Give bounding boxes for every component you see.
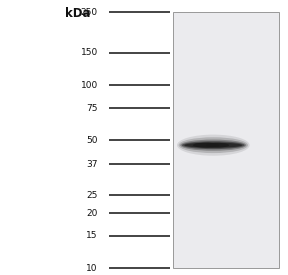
Text: 10: 10 <box>86 264 98 273</box>
Text: 25: 25 <box>87 191 98 200</box>
Ellipse shape <box>180 139 246 151</box>
Text: 75: 75 <box>86 103 98 112</box>
FancyBboxPatch shape <box>173 12 279 268</box>
Text: 15: 15 <box>86 231 98 240</box>
Text: kDa: kDa <box>65 7 90 20</box>
Ellipse shape <box>193 143 219 148</box>
Ellipse shape <box>179 137 248 153</box>
Text: 50: 50 <box>86 136 98 145</box>
Text: 150: 150 <box>81 48 98 57</box>
Ellipse shape <box>184 142 242 148</box>
Text: 250: 250 <box>81 8 98 17</box>
Text: 100: 100 <box>81 81 98 90</box>
Text: 20: 20 <box>87 208 98 218</box>
Ellipse shape <box>182 141 245 149</box>
Text: 37: 37 <box>86 160 98 169</box>
Ellipse shape <box>177 134 250 156</box>
Ellipse shape <box>206 143 229 147</box>
